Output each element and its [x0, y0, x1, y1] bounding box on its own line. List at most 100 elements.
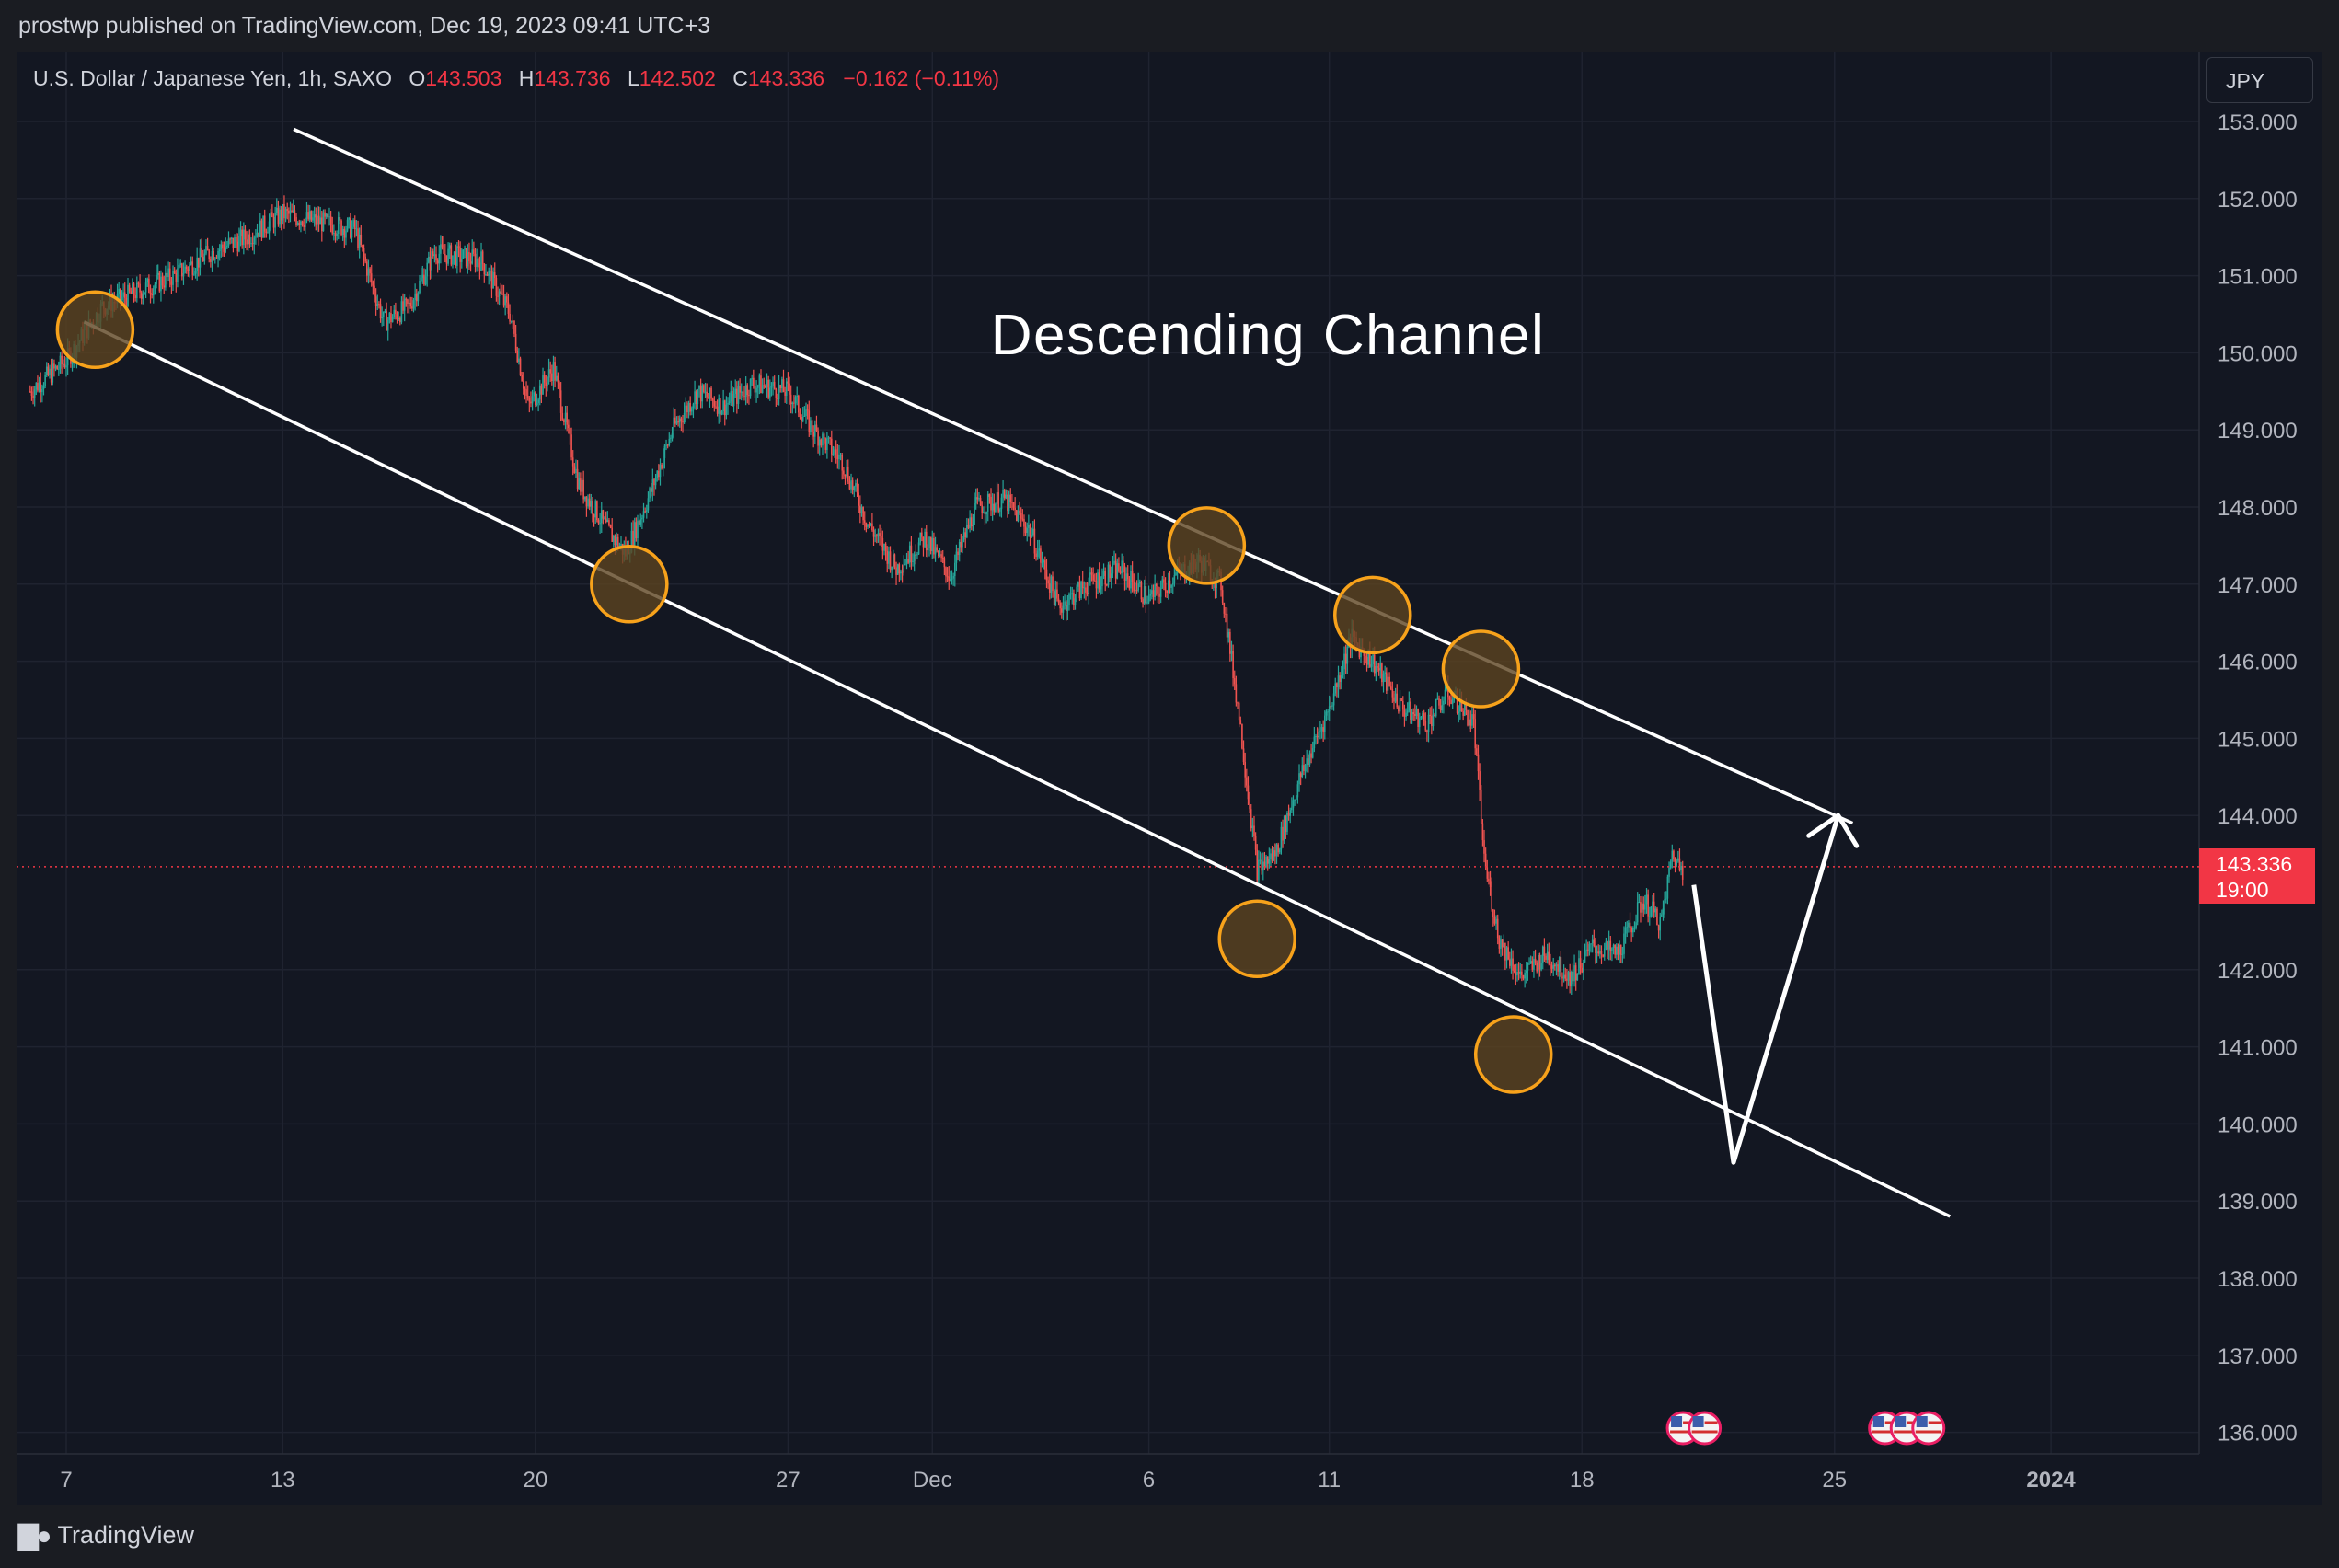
candle-body: [1389, 686, 1392, 689]
candle-body: [1169, 580, 1171, 588]
candle-body: [54, 365, 57, 369]
candle-body: [213, 250, 214, 260]
candle-body: [452, 255, 454, 265]
candle-body: [486, 274, 489, 276]
candle-body: [1469, 719, 1472, 726]
candle-body: [647, 498, 650, 511]
candle-body: [29, 391, 31, 393]
candle-body: [900, 571, 902, 574]
candle-body: [535, 392, 536, 406]
candle-body: [910, 545, 913, 562]
candle-body: [383, 311, 385, 317]
candle-body: [853, 486, 856, 490]
candle-body: [941, 558, 944, 559]
candle-body: [1065, 601, 1067, 612]
candle-body: [962, 539, 963, 548]
candle-body: [898, 564, 901, 574]
candle-body: [737, 386, 740, 404]
flag-canton: [1671, 1416, 1683, 1427]
candle-body: [972, 525, 974, 527]
candle-body: [1479, 771, 1481, 790]
candle-body: [1175, 572, 1177, 575]
candle-body: [1441, 704, 1444, 711]
candle-body: [364, 256, 366, 262]
candle-body: [665, 444, 667, 446]
candle-body: [1543, 946, 1546, 956]
candle-body: [791, 402, 794, 405]
candle-body: [1498, 938, 1501, 949]
candle-body: [468, 252, 470, 262]
candle-body: [1221, 590, 1224, 603]
candle-body: [576, 468, 579, 490]
candle-body: [378, 304, 380, 306]
candle-body: [547, 369, 550, 378]
candle-body: [1059, 602, 1061, 609]
candle-body: [336, 234, 338, 236]
candle-body: [301, 221, 304, 225]
candle-body: [1083, 587, 1086, 589]
candle-body: [1505, 947, 1508, 961]
candle-body: [474, 253, 477, 268]
candle-body: [1109, 564, 1111, 579]
candle-body: [1583, 962, 1584, 973]
candle-body: [1339, 675, 1341, 682]
candle-body: [291, 210, 293, 213]
chart-area[interactable]: [17, 52, 2322, 1505]
candle-body: [1393, 697, 1395, 702]
candle-body: [748, 395, 750, 397]
candle-body: [881, 537, 884, 551]
candle-body: [348, 217, 351, 220]
candle-body: [56, 365, 58, 370]
candle-body: [528, 398, 531, 402]
candle-body: [526, 395, 529, 398]
candle-body: [1159, 588, 1162, 597]
candle-body: [836, 454, 839, 460]
candle-body: [1171, 583, 1174, 585]
candle-body: [801, 416, 804, 421]
candle-body: [1394, 693, 1397, 702]
candle-body: [1602, 954, 1604, 957]
candle-body: [1295, 797, 1297, 800]
candle-body: [172, 271, 174, 285]
currency-button[interactable]: JPY: [2206, 57, 2313, 103]
candle-body: [352, 220, 354, 227]
candle-body: [289, 210, 292, 214]
candle-body: [170, 281, 173, 285]
candle-body: [514, 333, 517, 351]
candle-body: [61, 355, 63, 365]
tradingview-logo[interactable]: ▇● TradingView: [18, 1520, 194, 1551]
candle-body: [939, 554, 941, 557]
event-marker[interactable]: [1911, 1411, 1946, 1446]
candle-body: [256, 232, 259, 237]
candle-body: [1296, 784, 1299, 798]
candle-body: [1426, 730, 1428, 732]
candle-body: [1382, 673, 1385, 683]
candle-body: [236, 241, 239, 252]
candle-body: [670, 437, 672, 439]
candle-body: [142, 294, 144, 299]
candle-body: [1041, 562, 1043, 564]
candle-body: [1624, 927, 1627, 934]
candle-body: [122, 292, 124, 297]
candle-body: [369, 268, 371, 274]
candle-body: [533, 392, 536, 397]
candle-body: [855, 483, 857, 487]
candle-body: [1648, 916, 1651, 917]
candle-body: [1342, 669, 1344, 676]
candle-body: [824, 438, 827, 451]
event-marker[interactable]: [1688, 1411, 1723, 1446]
candle-body: [649, 488, 651, 499]
candle-body: [272, 217, 275, 228]
candle-body: [481, 251, 484, 264]
candle-body: [986, 494, 989, 512]
candle-body: [668, 438, 671, 446]
candle-body: [632, 530, 634, 546]
candle-body: [765, 386, 766, 388]
candle-body: [888, 551, 890, 564]
candle-body: [1521, 971, 1523, 975]
candle-body: [826, 438, 828, 451]
candle-body: [1251, 825, 1254, 829]
last-price-value: 143.336: [2216, 852, 2293, 876]
candle-body: [247, 234, 249, 245]
